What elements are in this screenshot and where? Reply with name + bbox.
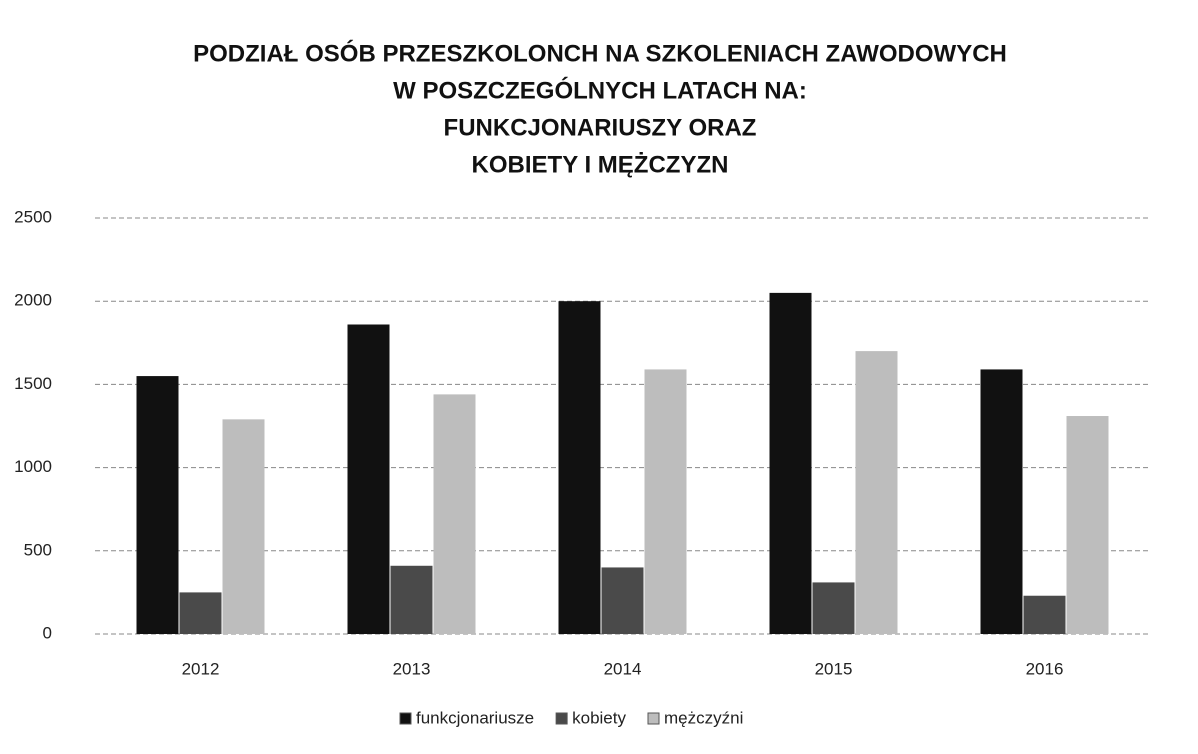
chart-title: W POSZCZEGÓLNYCH LATACH NA: — [393, 76, 807, 104]
bar — [769, 292, 812, 634]
y-tick-label: 2000 — [14, 291, 52, 310]
x-tick-label: 2012 — [182, 659, 220, 678]
x-tick-label: 2015 — [815, 659, 853, 678]
bar — [390, 565, 433, 634]
legend-label: mężczyźni — [664, 708, 743, 727]
bar — [347, 324, 390, 634]
x-tick-label: 2016 — [1026, 659, 1064, 678]
legend-swatch — [647, 712, 660, 725]
bar — [136, 376, 179, 634]
legend-swatch — [555, 712, 568, 725]
x-tick-label: 2014 — [604, 659, 642, 678]
y-tick-label: 500 — [24, 540, 52, 559]
bar — [644, 369, 687, 634]
bar — [558, 301, 601, 634]
legend-label: kobiety — [572, 708, 626, 727]
bar — [855, 351, 898, 634]
bar — [601, 567, 644, 634]
y-tick-label: 2500 — [14, 207, 52, 226]
bar — [222, 419, 265, 634]
bar — [1023, 595, 1066, 634]
y-tick-label: 0 — [43, 623, 52, 642]
x-tick-label: 2013 — [393, 659, 431, 678]
bar — [433, 394, 476, 634]
chart-title: PODZIAŁ OSÓB PRZESZKOLONCH NA SZKOLENIAC… — [193, 39, 1007, 67]
y-tick-label: 1500 — [14, 374, 52, 393]
bar — [812, 582, 855, 634]
chart-title: FUNKCJONARIUSZY ORAZ — [444, 114, 757, 141]
legend-label: funkcjonariusze — [416, 708, 534, 727]
legend-swatch — [399, 712, 412, 725]
bar — [980, 369, 1023, 634]
bar — [179, 592, 222, 634]
y-tick-label: 1000 — [14, 457, 52, 476]
bar — [1066, 416, 1109, 634]
chart-title: KOBIETY I MĘŻCZYZN — [472, 151, 729, 178]
